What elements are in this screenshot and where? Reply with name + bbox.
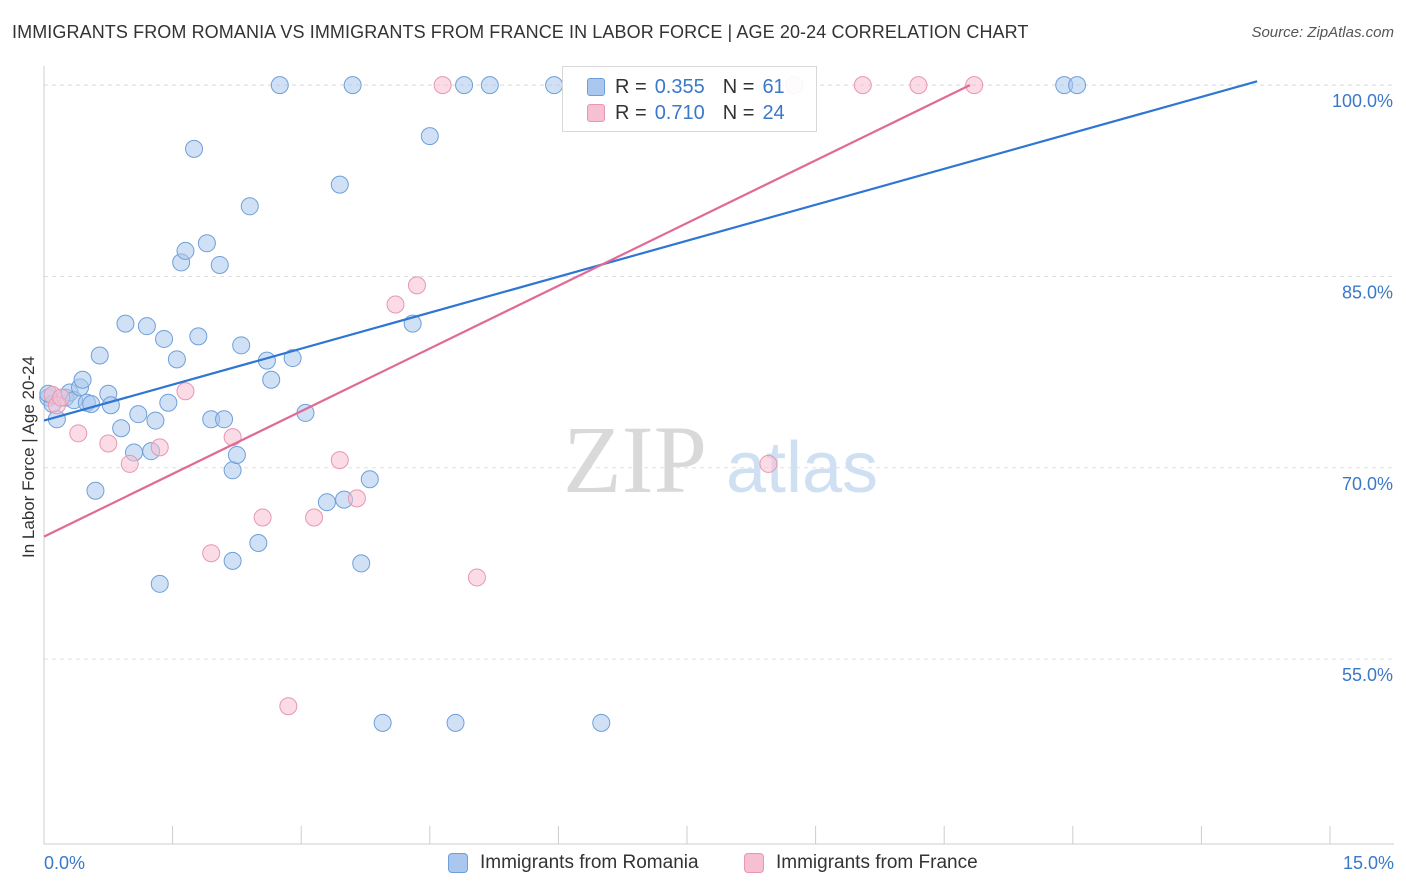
point-france (386, 295, 405, 314)
legend-r-value-romania: 0.355 (654, 75, 705, 98)
point-romania (215, 410, 234, 429)
point-france (347, 489, 366, 508)
legend-row-romania: R = 0.355 N = 61 (587, 74, 785, 100)
x-tick-label-max: 15.0% (1343, 853, 1394, 873)
point-romania (223, 551, 242, 570)
source-label: Source: ZipAtlas.com (1251, 24, 1394, 41)
point-france (407, 276, 426, 295)
point-romania (176, 241, 195, 260)
point-romania (240, 197, 259, 216)
series-label-france: Immigrants from France (776, 852, 978, 873)
point-france (279, 697, 298, 716)
y-tick-label: 100.0% (1332, 91, 1393, 111)
legend-n-label: N = (722, 75, 755, 98)
point-romania (137, 317, 156, 336)
point-romania (159, 393, 178, 412)
legend-n-value-romania: 61 (762, 75, 785, 98)
y-tick-label: 85.0% (1342, 282, 1393, 302)
y-axis-label: In Labor Force | Age 20-24 (19, 356, 38, 558)
correlation-legend: R = 0.355 N = 61 R = 0.710 N = 24 (562, 66, 817, 132)
point-france (305, 508, 324, 527)
point-france (330, 451, 349, 470)
point-romania (270, 76, 289, 95)
point-romania (360, 470, 379, 489)
legend-swatch-france (587, 104, 605, 122)
point-france (253, 508, 272, 527)
point-romania (167, 350, 186, 369)
point-romania (352, 554, 371, 573)
point-romania (592, 713, 611, 732)
point-france (176, 382, 195, 401)
series-swatch-romania (448, 853, 468, 873)
point-romania (116, 314, 135, 333)
legend-r-label: R = (615, 75, 647, 98)
point-romania (73, 370, 92, 389)
series-legend-romania[interactable]: Immigrants from Romania (448, 852, 699, 874)
point-romania (189, 327, 208, 346)
point-romania (155, 329, 174, 348)
x-tick-label-min: 0.0% (44, 853, 85, 873)
point-romania (249, 534, 268, 553)
legend-row-france: R = 0.710 N = 24 (587, 100, 785, 126)
point-france (150, 438, 169, 457)
point-romania (90, 346, 109, 365)
point-romania (455, 76, 474, 95)
point-romania (112, 419, 131, 438)
legend-r-label: R = (615, 101, 647, 124)
point-france (759, 454, 778, 473)
point-france (202, 544, 221, 563)
watermark-zip: ZIP (563, 406, 707, 513)
point-france (223, 428, 242, 447)
point-romania (86, 481, 105, 500)
point-romania (317, 493, 336, 512)
series-label-romania: Immigrants from Romania (480, 852, 699, 873)
point-romania (150, 574, 169, 593)
point-france (99, 434, 118, 453)
point-france (69, 424, 88, 443)
point-romania (129, 405, 148, 424)
point-romania (227, 446, 246, 464)
point-romania (420, 127, 439, 146)
series-swatch-france (744, 853, 764, 873)
series-legend-france[interactable]: Immigrants from France (744, 852, 978, 874)
point-romania (146, 411, 165, 430)
point-france (853, 76, 872, 95)
trend-line-romania (43, 80, 1258, 422)
point-france (120, 454, 139, 473)
point-france (433, 76, 452, 95)
point-romania (283, 349, 302, 368)
legend-r-value-france: 0.710 (654, 101, 705, 124)
data-points (39, 76, 1087, 732)
point-romania (223, 461, 242, 480)
point-romania (185, 139, 204, 158)
watermark-atlas: atlas (726, 428, 878, 508)
point-france (467, 568, 486, 587)
axes: 55.0% 70.0% 85.0% 100.0% 0.0% 15.0% (43, 66, 1394, 873)
point-romania (1068, 76, 1087, 95)
legend-n-value-france: 24 (762, 101, 785, 124)
chart-title: IMMIGRANTS FROM ROMANIA VS IMMIGRANTS FR… (12, 22, 1029, 42)
point-romania (210, 255, 229, 274)
y-tick-label: 55.0% (1342, 665, 1393, 685)
point-romania (262, 370, 281, 389)
series-legend: Immigrants from Romania Immigrants from … (0, 852, 1406, 876)
point-romania (330, 175, 349, 194)
trend-lines (43, 80, 1258, 538)
point-france (909, 76, 928, 95)
gridlines (44, 84, 1394, 660)
point-romania (197, 234, 216, 253)
legend-swatch-romania (587, 78, 605, 96)
point-france (52, 388, 71, 407)
point-romania (480, 76, 499, 95)
point-romania (446, 713, 465, 732)
point-france (965, 76, 984, 95)
point-romania (545, 76, 564, 95)
legend-n-label: N = (722, 101, 755, 124)
point-romania (232, 336, 251, 355)
point-romania (373, 713, 392, 732)
trend-line-france (43, 84, 971, 538)
y-tick-label: 70.0% (1342, 474, 1393, 494)
point-romania (343, 76, 362, 95)
